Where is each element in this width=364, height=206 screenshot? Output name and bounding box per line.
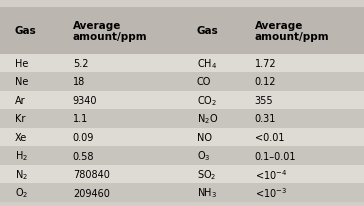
- Text: N$_2$: N$_2$: [15, 167, 28, 181]
- Text: 0.12: 0.12: [255, 77, 276, 87]
- Text: Xe: Xe: [15, 132, 27, 142]
- Text: 1.1: 1.1: [73, 114, 88, 124]
- Text: 780840: 780840: [73, 169, 110, 179]
- Text: Average
amount/ppm: Average amount/ppm: [255, 21, 329, 42]
- Text: 9340: 9340: [73, 95, 97, 105]
- Text: SO$_2$: SO$_2$: [197, 167, 216, 181]
- Text: NH$_3$: NH$_3$: [197, 186, 217, 200]
- Text: Average
amount/ppm: Average amount/ppm: [73, 21, 147, 42]
- Text: <0.01: <0.01: [255, 132, 284, 142]
- Text: <10$^{-3}$: <10$^{-3}$: [255, 186, 287, 200]
- Text: 5.2: 5.2: [73, 59, 88, 69]
- Text: H$_2$: H$_2$: [15, 149, 28, 163]
- Text: NO: NO: [197, 132, 211, 142]
- Bar: [0, 183, 364, 202]
- Text: Kr: Kr: [15, 114, 25, 124]
- Text: He: He: [15, 59, 28, 69]
- Text: 0.1–0.01: 0.1–0.01: [255, 151, 296, 161]
- Text: CH$_4$: CH$_4$: [197, 57, 217, 70]
- Bar: [0, 8, 364, 54]
- Bar: [0, 128, 364, 146]
- Text: 0.58: 0.58: [73, 151, 94, 161]
- Text: 209460: 209460: [73, 188, 110, 198]
- Text: 0.09: 0.09: [73, 132, 94, 142]
- Text: <10$^{-4}$: <10$^{-4}$: [255, 167, 287, 181]
- Text: 18: 18: [73, 77, 85, 87]
- Text: Gas: Gas: [197, 26, 218, 36]
- Text: 355: 355: [255, 95, 273, 105]
- Text: O$_2$: O$_2$: [15, 186, 28, 200]
- Text: CO: CO: [197, 77, 211, 87]
- Text: O$_3$: O$_3$: [197, 149, 210, 163]
- Bar: [0, 110, 364, 128]
- Bar: [0, 165, 364, 183]
- Text: N$_2$O: N$_2$O: [197, 112, 218, 126]
- Text: 1.72: 1.72: [255, 59, 276, 69]
- Text: CO$_2$: CO$_2$: [197, 94, 217, 107]
- Text: Ne: Ne: [15, 77, 28, 87]
- Bar: [0, 54, 364, 73]
- Text: Gas: Gas: [15, 26, 36, 36]
- Bar: [0, 146, 364, 165]
- Bar: [0, 73, 364, 91]
- Bar: [0, 91, 364, 110]
- Text: Ar: Ar: [15, 95, 25, 105]
- Text: 0.31: 0.31: [255, 114, 276, 124]
